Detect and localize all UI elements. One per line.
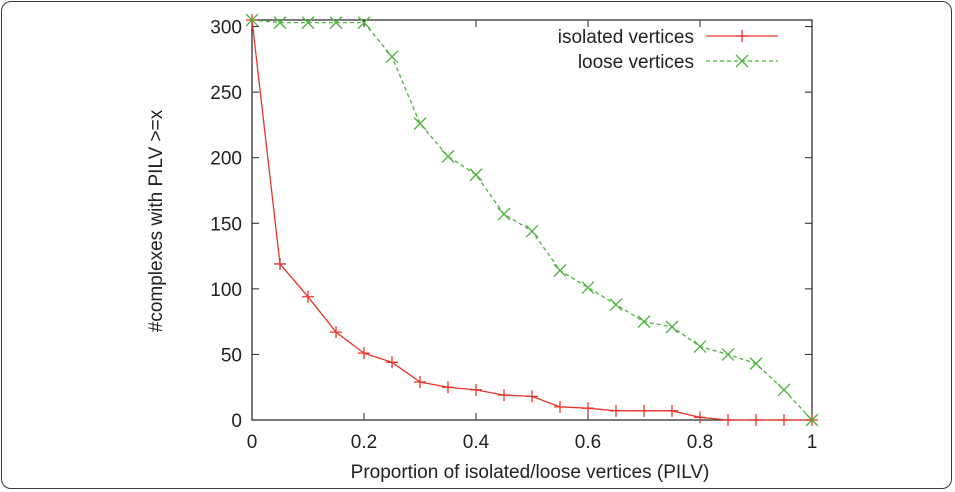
data-point-isolated-vertices	[302, 290, 314, 303]
data-point-isolated-vertices	[498, 389, 510, 402]
series-layer	[245, 13, 819, 427]
data-point-isolated-vertices	[666, 404, 678, 417]
data-point-loose-vertices	[245, 13, 259, 27]
data-point-isolated-vertices	[330, 326, 342, 339]
data-point-isolated-vertices	[274, 257, 286, 270]
data-point-loose-vertices	[525, 224, 539, 238]
legend-label-loose-vertices: loose vertices	[578, 52, 694, 73]
x-tick-label: 0.8	[687, 432, 713, 453]
data-point-loose-vertices	[497, 207, 511, 221]
data-point-loose-vertices	[273, 16, 287, 30]
data-point-loose-vertices	[301, 16, 315, 30]
data-point-loose-vertices	[721, 347, 735, 361]
data-point-isolated-vertices	[610, 404, 622, 417]
series-line-isolated-vertices	[251, 19, 812, 421]
data-point-loose-vertices	[693, 340, 707, 354]
y-axis-label: #complexes with PILV >=x	[146, 109, 167, 332]
data-point-loose-vertices	[665, 320, 679, 334]
data-point-isolated-vertices	[638, 404, 650, 417]
data-point-isolated-vertices	[582, 402, 594, 415]
y-tick-label: 0	[231, 411, 242, 432]
data-point-isolated-vertices	[442, 381, 454, 394]
data-point-isolated-vertices	[414, 375, 426, 388]
data-point-isolated-vertices	[722, 414, 734, 426]
data-point-loose-vertices	[357, 16, 371, 30]
x-axis-label: Proportion of isolated/loose vertices (P…	[351, 462, 710, 483]
data-point-loose-vertices	[469, 168, 483, 182]
x-tick-label: 0	[247, 432, 258, 453]
data-point-isolated-vertices	[554, 400, 566, 413]
data-point-loose-vertices	[441, 149, 455, 163]
y-tick-label: 300	[210, 18, 242, 39]
x-tick-label: 0.4	[463, 432, 490, 453]
y-tick-label: 250	[210, 83, 242, 104]
x-axis-ticks: 0 0.2 0.4 0.6 0.8 1	[247, 20, 818, 453]
data-point-isolated-vertices	[358, 347, 370, 360]
x-tick-label: 0.2	[351, 432, 377, 453]
y-tick-label: 100	[210, 280, 242, 301]
data-point-loose-vertices	[609, 298, 623, 312]
y-tick-label: 150	[210, 214, 242, 235]
data-point-loose-vertices	[413, 117, 427, 131]
data-point-loose-vertices	[385, 50, 399, 64]
legend-marker-loose-vertices	[735, 54, 749, 68]
legend: isolated vertices loose vertices	[558, 27, 778, 73]
data-point-isolated-vertices	[778, 414, 790, 426]
y-tick-label: 200	[210, 149, 242, 170]
data-point-loose-vertices	[805, 413, 819, 427]
data-point-loose-vertices	[329, 16, 343, 30]
data-point-loose-vertices	[777, 383, 791, 397]
legend-marker-isolated-vertices	[736, 30, 748, 42]
data-point-isolated-vertices	[750, 414, 762, 426]
data-point-isolated-vertices	[694, 411, 706, 424]
plot-area	[251, 19, 813, 421]
data-point-isolated-vertices	[470, 383, 482, 396]
data-point-loose-vertices	[581, 281, 595, 295]
data-point-isolated-vertices	[386, 356, 398, 369]
data-point-loose-vertices	[749, 357, 763, 371]
x-tick-label: 1	[807, 432, 818, 453]
x-tick-label: 0.6	[575, 432, 601, 453]
legend-label-isolated-vertices: isolated vertices	[558, 27, 694, 48]
plot-border	[251, 19, 813, 421]
y-axis-ticks: 0 50 100 150 200 250 300	[210, 18, 812, 432]
data-point-isolated-vertices	[526, 390, 538, 403]
data-point-loose-vertices	[637, 315, 651, 329]
data-point-loose-vertices	[553, 264, 567, 277]
y-tick-label: 50	[221, 345, 242, 366]
series-isolated-vertices	[246, 14, 818, 426]
series-loose-vertices	[245, 13, 819, 427]
series-line-loose-vertices	[251, 19, 813, 421]
